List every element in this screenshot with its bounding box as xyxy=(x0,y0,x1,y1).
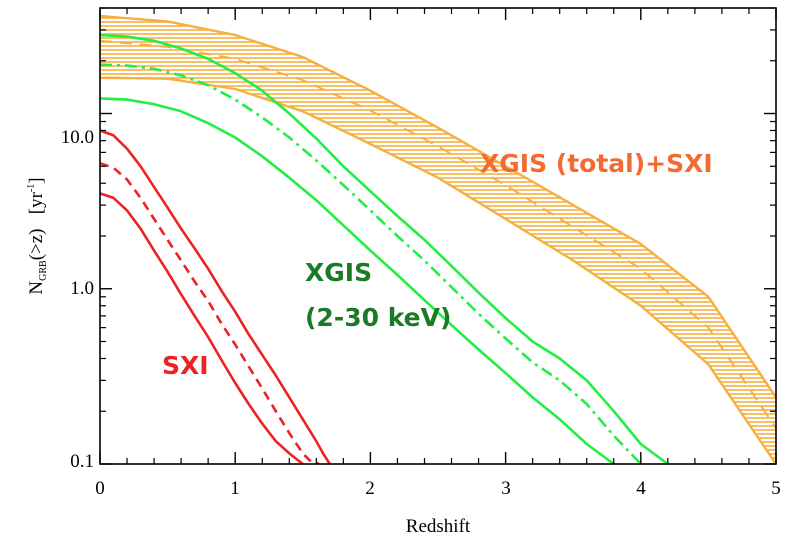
ticks-layer xyxy=(99,7,777,465)
band-median-line xyxy=(100,39,776,429)
band-layer xyxy=(100,14,776,464)
y-tick-label: 10.0 xyxy=(61,127,94,148)
series-line-sxi-median xyxy=(100,162,320,464)
y-axis-label-gap xyxy=(26,214,47,228)
x-tick-label: 1 xyxy=(230,478,240,499)
series-line-sxi-upper xyxy=(100,129,331,464)
x-tick-label: 5 xyxy=(771,478,781,499)
x-tick-label: 3 xyxy=(501,478,511,499)
band-upper-line xyxy=(100,14,776,399)
y-axis-label: NGRB(>z) [yr-1] xyxy=(26,177,49,294)
y-axis-label-main: N xyxy=(26,281,47,295)
series-layer xyxy=(100,33,669,464)
series-line-xgis-median xyxy=(100,63,642,464)
y-axis-label-unit-sup: -1 xyxy=(26,184,37,192)
annotation-xgis-range-label: (2-30 keV) xyxy=(305,303,451,332)
y-axis-label-unit-close: ] xyxy=(26,177,47,183)
series-line-sxi-lower xyxy=(100,192,304,464)
x-tick-label: 0 xyxy=(95,478,105,499)
y-axis-label-rest: (>z) xyxy=(26,228,47,260)
annotation-band-label: XGIS (total)+SXI xyxy=(480,149,713,178)
y-tick-label: 0.1 xyxy=(70,451,94,472)
series-line-xgis-lower xyxy=(100,97,615,464)
x-tick-label: 2 xyxy=(365,478,375,499)
y-axis-label-unit: [yr xyxy=(26,191,47,214)
x-tick-label: 4 xyxy=(636,478,646,499)
x-axis-label: Redshift xyxy=(406,516,471,537)
y-tick-label: 1.0 xyxy=(70,278,94,299)
band-fill xyxy=(100,16,776,464)
annotation-sxi-label: SXI xyxy=(162,351,209,380)
series-line-xgis-upper xyxy=(100,33,669,464)
band-lower-line xyxy=(100,76,776,464)
y-axis-label-sub: GRB xyxy=(38,260,49,281)
annotation-xgis-label: XGIS xyxy=(305,258,372,287)
